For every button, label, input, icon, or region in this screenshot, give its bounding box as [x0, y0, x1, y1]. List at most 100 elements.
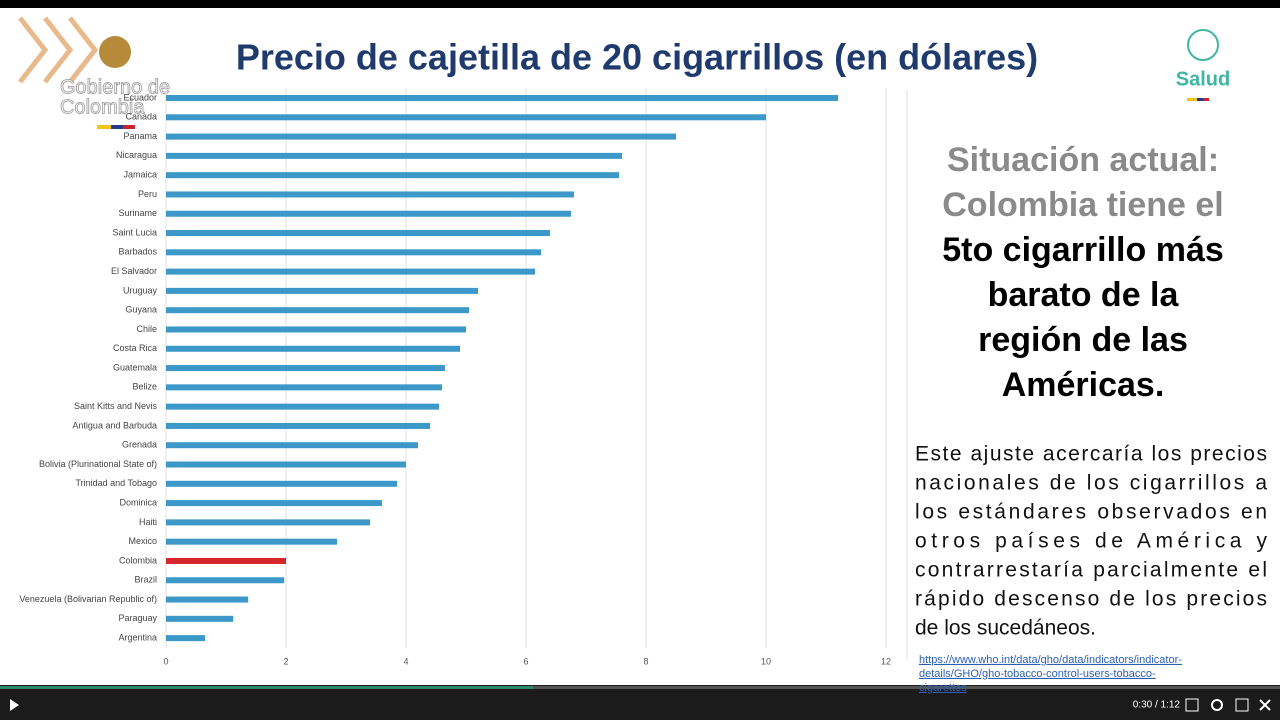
bar [166, 635, 205, 642]
x-tick-label: 6 [523, 656, 528, 666]
pip-button[interactable] [1235, 698, 1249, 712]
paragraph-line: de los sucedáneos. [915, 617, 1096, 640]
y-tick-label: Saint Lucia [112, 227, 157, 237]
bar [166, 210, 571, 217]
bar [166, 500, 382, 507]
play-button[interactable] [10, 699, 19, 711]
fullscreen-button[interactable] [1259, 699, 1271, 711]
bar [166, 519, 370, 526]
headline-gray: Situación actual: [947, 141, 1219, 179]
y-tick-label: Canada [125, 112, 157, 122]
headline-gray: Colombia tiene el [942, 186, 1224, 224]
bar [166, 95, 838, 101]
y-tick-label: Mexico [128, 536, 157, 546]
headline-bold: región de las [978, 321, 1188, 359]
y-tick-label: Nicaragua [116, 150, 157, 160]
headline-bold: 5to cigarrillo más [942, 231, 1224, 269]
salud-icon [1187, 29, 1219, 61]
y-tick-label: Uruguay [123, 285, 158, 295]
headline-bold: barato de la [988, 276, 1180, 314]
bar [166, 461, 406, 468]
bar [166, 326, 466, 333]
y-tick-label: Colombia [119, 555, 157, 565]
player-bar [0, 685, 1280, 720]
flag-yellow [97, 125, 111, 129]
flag-yellow [1187, 98, 1197, 101]
source-link[interactable]: details/GHO/gho-tobacco-control-users-to… [919, 668, 1156, 680]
x-tick-label: 8 [643, 656, 648, 666]
bar [166, 596, 249, 603]
progress-track [0, 686, 1280, 689]
y-tick-label: El Salvador [111, 266, 157, 276]
ministry-name: Salud [1176, 68, 1230, 90]
x-tick-label: 0 [163, 656, 168, 666]
slide-title: Precio de cajetilla de 20 cigarrillos (e… [236, 37, 1038, 78]
y-tick-label: Bolivia (Plurinational State of) [39, 459, 157, 469]
flag-blue [111, 125, 123, 129]
bar [166, 268, 535, 275]
bar [166, 172, 619, 179]
paragraph-line: rápido descenso de los precios [915, 588, 1267, 611]
x-tick-label: 12 [881, 656, 891, 666]
source-link[interactable]: https://www.who.int/data/gho/data/indica… [919, 654, 1182, 666]
bar [166, 538, 337, 545]
y-tick-label: Guyana [125, 305, 157, 315]
progress-played [0, 686, 533, 689]
x-tick-label: 4 [403, 656, 408, 666]
coat-of-arms [99, 36, 131, 68]
y-tick-label: Costa Rica [113, 343, 157, 353]
source-link[interactable]: cigarettes [919, 682, 967, 694]
bar [166, 577, 285, 584]
y-tick-label: Paraguay [118, 613, 157, 623]
logo-text: Gobierno de [60, 76, 170, 98]
settings-button[interactable] [1211, 699, 1223, 711]
bar [166, 480, 397, 487]
y-tick-label: Grenada [122, 440, 157, 450]
bar [166, 152, 622, 159]
y-tick-label: Argentina [118, 632, 157, 642]
headline-bold: Américas. [1002, 366, 1165, 404]
y-tick-label: Barbados [118, 247, 157, 257]
flag-red [123, 125, 135, 129]
y-tick-label: Antigua and Barbuda [72, 420, 157, 430]
x-tick-label: 2 [283, 656, 288, 666]
logo-text: Colombia [60, 96, 145, 118]
bar [166, 384, 442, 391]
y-tick-label: Venezuela (Bolivarian Republic of) [19, 594, 157, 604]
flag-blue [1197, 98, 1203, 101]
paragraph-line: los estándares observados en [915, 501, 1267, 524]
y-tick-label: Ecuador [123, 92, 157, 102]
y-tick-label: Belize [132, 382, 157, 392]
bar [166, 442, 418, 449]
y-tick-label: Trinidad and Tobago [75, 478, 157, 488]
y-tick-label: Peru [138, 189, 157, 199]
bar [166, 230, 550, 237]
y-tick-label: Suriname [118, 208, 157, 218]
bar [166, 403, 439, 410]
logo-chevrons [18, 16, 99, 84]
x-tick-label: 10 [761, 656, 771, 666]
bar [166, 287, 478, 294]
bar [166, 365, 445, 372]
bar [166, 615, 234, 622]
y-tick-label: Brazil [134, 575, 157, 585]
volume-button[interactable] [1185, 698, 1199, 712]
bar [166, 133, 676, 140]
paragraph-line: nacionales de los cigarrillos a [915, 472, 1267, 495]
bar [166, 191, 574, 198]
y-tick-label: Panama [123, 131, 157, 141]
time-display: 0:30 / 1:12 [1133, 700, 1181, 711]
paragraph-line: Este ajuste acercaría los precios [915, 443, 1267, 466]
flag-red [1203, 98, 1209, 101]
y-tick-label: Chile [136, 324, 157, 334]
bar [166, 307, 469, 314]
bar [166, 114, 766, 121]
bar [166, 557, 286, 564]
y-tick-label: Guatemala [113, 362, 157, 372]
bar [166, 249, 541, 256]
bar [166, 422, 430, 429]
y-tick-label: Saint Kitts and Nevis [74, 401, 158, 411]
y-tick-label: Jamaica [123, 170, 157, 180]
y-tick-label: Dominica [119, 497, 157, 507]
